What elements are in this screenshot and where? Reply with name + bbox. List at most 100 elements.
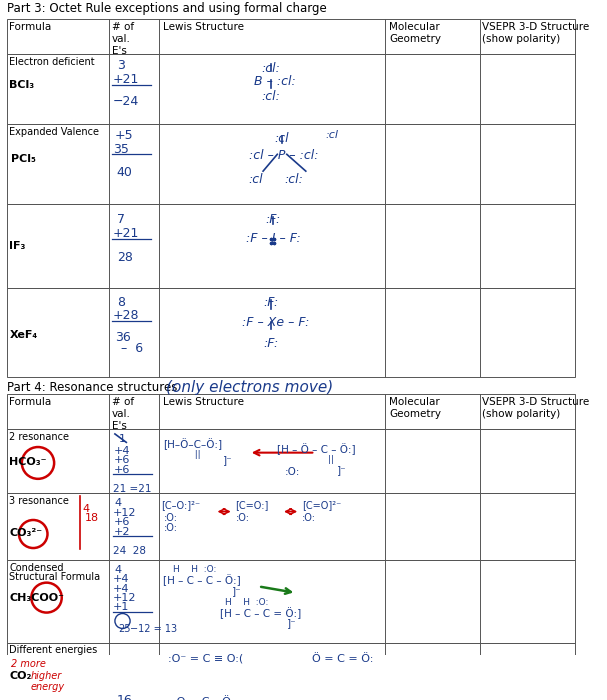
Text: :cl:: :cl:: [261, 90, 280, 103]
Text: H    H  :O:: H H :O:: [173, 565, 216, 574]
Text: :cl – P – :cl:: :cl – P – :cl:: [249, 148, 318, 162]
Text: 4: 4: [114, 498, 121, 508]
Bar: [7, 125, 575, 204]
Text: (only electrons move): (only electrons move): [166, 379, 333, 395]
Text: :F:: :F:: [265, 214, 280, 226]
Text: –  6: – 6: [121, 342, 143, 356]
Text: 40: 40: [117, 165, 133, 178]
Text: :cl: :cl: [248, 173, 263, 186]
Text: −12 = 13: −12 = 13: [130, 624, 177, 634]
Text: :O = C – Ö:: :O = C – Ö:: [173, 696, 234, 700]
Text: +1: +1: [113, 602, 129, 612]
Text: :O:: :O:: [164, 513, 178, 524]
Text: :O:: :O:: [302, 513, 316, 524]
Text: 28: 28: [117, 251, 133, 264]
Text: +12: +12: [113, 508, 137, 518]
Text: :F – I – F:: :F – I – F:: [246, 232, 300, 245]
Bar: [7, 288, 575, 377]
Text: +21: +21: [113, 73, 140, 86]
Text: +6: +6: [114, 456, 131, 466]
Text: 16: 16: [117, 694, 132, 700]
Text: :F:: :F:: [263, 337, 278, 350]
Text: Molecular
Geometry: Molecular Geometry: [389, 396, 441, 419]
Text: :cl: :cl: [275, 132, 290, 145]
Text: Condensed: Condensed: [10, 563, 64, 573]
Text: +4: +4: [114, 446, 131, 456]
Text: PCl₅: PCl₅: [12, 154, 36, 164]
Bar: [7, 204, 575, 288]
Text: 4: 4: [83, 504, 90, 514]
Bar: [7, 393, 575, 429]
Text: +5: +5: [115, 129, 134, 142]
Text: [H–Ö–C–Ö:]: [H–Ö–C–Ö:]: [163, 439, 223, 450]
Text: ]⁻: ]⁻: [232, 587, 242, 596]
Text: 25: 25: [119, 624, 131, 634]
Text: Different energies: Different energies: [10, 645, 98, 655]
Text: Structural Formula: Structural Formula: [10, 573, 101, 582]
Text: :O⁻ = C ≡ O:(: :O⁻ = C ≡ O:(: [168, 654, 243, 664]
Text: 8: 8: [117, 295, 125, 309]
Text: 35: 35: [113, 143, 129, 156]
Text: 1: 1: [119, 434, 126, 444]
Text: [C=O]²⁻: [C=O]²⁻: [302, 500, 341, 510]
Text: +4: +4: [113, 584, 129, 594]
Text: 21 =21: 21 =21: [113, 484, 152, 494]
Text: CH₃COO⁻: CH₃COO⁻: [10, 593, 64, 603]
Text: 3 resonance: 3 resonance: [10, 496, 69, 505]
Bar: [7, 643, 575, 700]
Text: CO₂: CO₂: [10, 671, 32, 680]
Text: [C–O:]²⁻: [C–O:]²⁻: [161, 500, 200, 510]
Text: VSEPR 3-D Structure
(show polarity): VSEPR 3-D Structure (show polarity): [483, 396, 590, 419]
Bar: [7, 560, 575, 643]
Text: B – :cl:: B – :cl:: [254, 75, 296, 88]
Text: 36: 36: [115, 331, 131, 344]
Text: +6: +6: [114, 465, 131, 475]
Text: :O:: :O:: [236, 513, 249, 524]
Text: :cl:: :cl:: [284, 173, 303, 186]
Text: Molecular
Geometry: Molecular Geometry: [389, 22, 441, 44]
Text: Lewis Structure: Lewis Structure: [163, 22, 245, 32]
Text: :cl: :cl: [325, 130, 338, 140]
Text: XeF₄: XeF₄: [10, 330, 38, 340]
Text: energy: energy: [30, 682, 64, 692]
Text: :F – Xe – F:: :F – Xe – F:: [242, 316, 310, 329]
Text: Formula: Formula: [10, 22, 52, 32]
Text: 2 more: 2 more: [12, 659, 46, 669]
Text: Electron deficient: Electron deficient: [10, 57, 95, 67]
Text: Ö = C = Ö:: Ö = C = Ö:: [313, 654, 374, 664]
Text: Expanded Valence: Expanded Valence: [10, 127, 100, 137]
Text: :cl:: :cl:: [261, 62, 280, 75]
Text: :F:: :F:: [263, 295, 278, 309]
Text: HCO₃⁻: HCO₃⁻: [10, 457, 47, 468]
Text: −24: −24: [113, 95, 139, 108]
Text: [H – C – C – Ö:]: [H – C – C – Ö:]: [163, 574, 241, 586]
Text: 24  28: 24 28: [113, 546, 146, 556]
Text: # of
val.
E's: # of val. E's: [112, 396, 134, 431]
Text: 3: 3: [117, 59, 124, 72]
Text: :O:: :O:: [285, 467, 300, 477]
Text: [H – Ö – C – Ö:]: [H – Ö – C – Ö:]: [277, 443, 356, 455]
Text: 4: 4: [114, 565, 121, 575]
Bar: [7, 54, 575, 125]
Text: [C=O:]: [C=O:]: [236, 500, 269, 510]
Text: H    H  :O:: H H :O:: [225, 598, 268, 607]
Text: :O:: :O:: [164, 523, 178, 533]
Text: Lewis Structure: Lewis Structure: [163, 396, 245, 407]
Text: ||: ||: [166, 450, 201, 459]
Text: ||: ||: [315, 456, 334, 465]
Text: VSEPR 3-D Structure
(show polarity): VSEPR 3-D Structure (show polarity): [483, 22, 590, 44]
Text: +12: +12: [113, 593, 137, 603]
Text: +6: +6: [114, 517, 131, 527]
Text: [H – C – C = Ö:]: [H – C – C = Ö:]: [220, 607, 302, 619]
Text: ]⁻: ]⁻: [287, 618, 296, 628]
Text: +21: +21: [113, 228, 140, 240]
Text: +4: +4: [113, 574, 129, 584]
Text: # of
val.
E's: # of val. E's: [112, 22, 134, 56]
Text: Part 3: Octet Rule exceptions and using formal charge: Part 3: Octet Rule exceptions and using …: [7, 2, 327, 15]
Bar: [7, 493, 575, 560]
Text: 18: 18: [84, 513, 99, 524]
Text: Formula: Formula: [10, 396, 52, 407]
Text: Part 4: Resonance structures: Part 4: Resonance structures: [7, 381, 177, 393]
Text: 2 resonance: 2 resonance: [10, 432, 69, 442]
Text: 7: 7: [117, 214, 125, 226]
